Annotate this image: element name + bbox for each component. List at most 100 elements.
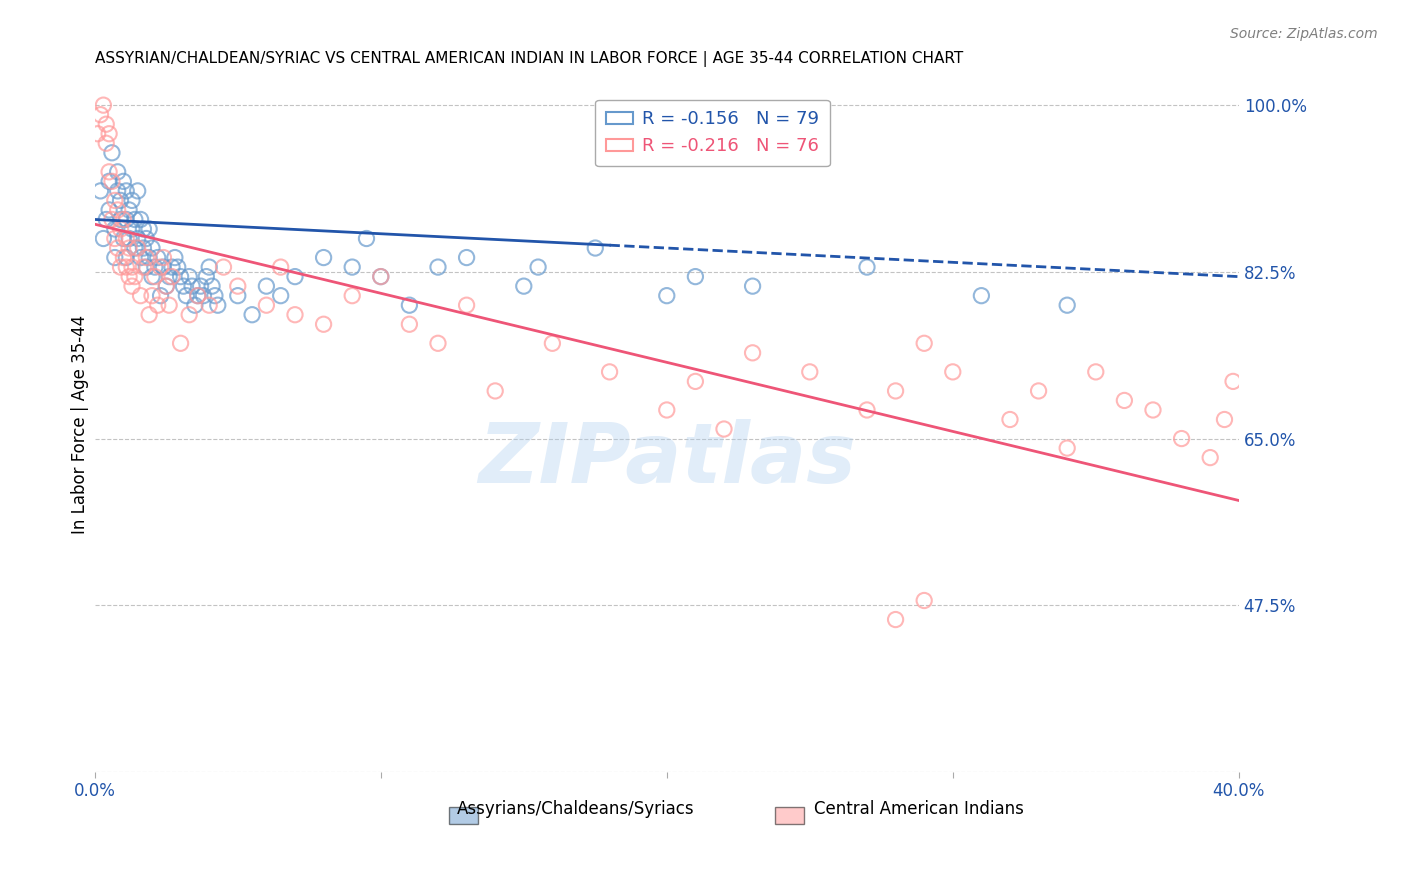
Point bbox=[513, 279, 536, 293]
Point bbox=[110, 260, 132, 274]
Point bbox=[115, 184, 138, 198]
Point bbox=[427, 336, 450, 351]
Point bbox=[398, 298, 420, 312]
Point bbox=[155, 279, 177, 293]
Point bbox=[201, 279, 224, 293]
Point bbox=[356, 231, 378, 245]
Point bbox=[152, 251, 174, 265]
Point bbox=[107, 241, 129, 255]
Point bbox=[713, 422, 735, 436]
Point bbox=[121, 260, 143, 274]
Point bbox=[195, 269, 218, 284]
Point bbox=[127, 231, 149, 245]
Point bbox=[169, 269, 191, 284]
Point bbox=[121, 279, 143, 293]
Point bbox=[96, 117, 118, 131]
Point bbox=[152, 260, 174, 274]
Point bbox=[132, 241, 155, 255]
Point bbox=[143, 260, 166, 274]
Point bbox=[118, 241, 141, 255]
Point bbox=[655, 403, 678, 417]
Point bbox=[181, 279, 204, 293]
Point bbox=[101, 174, 124, 188]
Point bbox=[270, 288, 292, 302]
Point bbox=[187, 288, 209, 302]
Point bbox=[254, 279, 277, 293]
Point bbox=[143, 269, 166, 284]
Point bbox=[284, 269, 307, 284]
Point bbox=[912, 593, 935, 607]
Point bbox=[456, 251, 478, 265]
Point bbox=[884, 613, 907, 627]
Point bbox=[799, 365, 821, 379]
Point bbox=[110, 222, 132, 236]
Point bbox=[1056, 441, 1078, 455]
Point bbox=[110, 194, 132, 208]
Point bbox=[98, 174, 121, 188]
Point bbox=[101, 145, 124, 160]
Point bbox=[104, 194, 127, 208]
Point bbox=[127, 241, 149, 255]
Point bbox=[107, 165, 129, 179]
Point bbox=[146, 298, 169, 312]
Text: ZIPatlas: ZIPatlas bbox=[478, 418, 856, 500]
Point bbox=[160, 260, 183, 274]
Point bbox=[340, 260, 363, 274]
Point bbox=[340, 288, 363, 302]
Text: Assyrians/Chaldeans/Syriacs: Assyrians/Chaldeans/Syriacs bbox=[457, 800, 695, 818]
Point bbox=[96, 136, 118, 151]
Point bbox=[204, 288, 226, 302]
Point bbox=[685, 269, 707, 284]
Point bbox=[135, 260, 157, 274]
Point bbox=[998, 412, 1021, 426]
Point bbox=[121, 222, 143, 236]
Point bbox=[135, 251, 157, 265]
Point bbox=[115, 212, 138, 227]
Point bbox=[157, 269, 180, 284]
Point bbox=[157, 298, 180, 312]
Point bbox=[98, 165, 121, 179]
Point bbox=[1170, 432, 1192, 446]
Point bbox=[240, 308, 263, 322]
Point bbox=[101, 212, 124, 227]
Point bbox=[583, 241, 606, 255]
Point bbox=[226, 279, 249, 293]
Point bbox=[1084, 365, 1107, 379]
Point bbox=[132, 260, 155, 274]
Point bbox=[190, 279, 212, 293]
Y-axis label: In Labor Force | Age 35-44: In Labor Force | Age 35-44 bbox=[72, 315, 89, 533]
Point bbox=[110, 212, 132, 227]
Point bbox=[655, 288, 678, 302]
Point bbox=[484, 384, 506, 398]
Point bbox=[115, 251, 138, 265]
Point bbox=[198, 298, 221, 312]
Point bbox=[312, 251, 335, 265]
Point bbox=[104, 222, 127, 236]
Point bbox=[179, 269, 201, 284]
Point bbox=[1222, 375, 1244, 389]
Point bbox=[176, 288, 198, 302]
Point bbox=[118, 269, 141, 284]
Point bbox=[312, 318, 335, 332]
Point bbox=[226, 288, 249, 302]
Point bbox=[685, 375, 707, 389]
Point bbox=[370, 269, 392, 284]
Point bbox=[129, 288, 152, 302]
Point bbox=[741, 346, 763, 360]
Point bbox=[856, 403, 879, 417]
Point bbox=[93, 98, 115, 112]
Point bbox=[207, 298, 229, 312]
Point bbox=[160, 269, 183, 284]
Point bbox=[104, 231, 127, 245]
Text: Source: ZipAtlas.com: Source: ZipAtlas.com bbox=[1230, 27, 1378, 41]
Point bbox=[172, 279, 194, 293]
FancyBboxPatch shape bbox=[776, 806, 804, 824]
Point bbox=[127, 184, 149, 198]
Point bbox=[146, 251, 169, 265]
Point bbox=[284, 308, 307, 322]
Point bbox=[541, 336, 564, 351]
Point bbox=[884, 384, 907, 398]
Point bbox=[1056, 298, 1078, 312]
Point bbox=[107, 202, 129, 217]
Point bbox=[427, 260, 450, 274]
